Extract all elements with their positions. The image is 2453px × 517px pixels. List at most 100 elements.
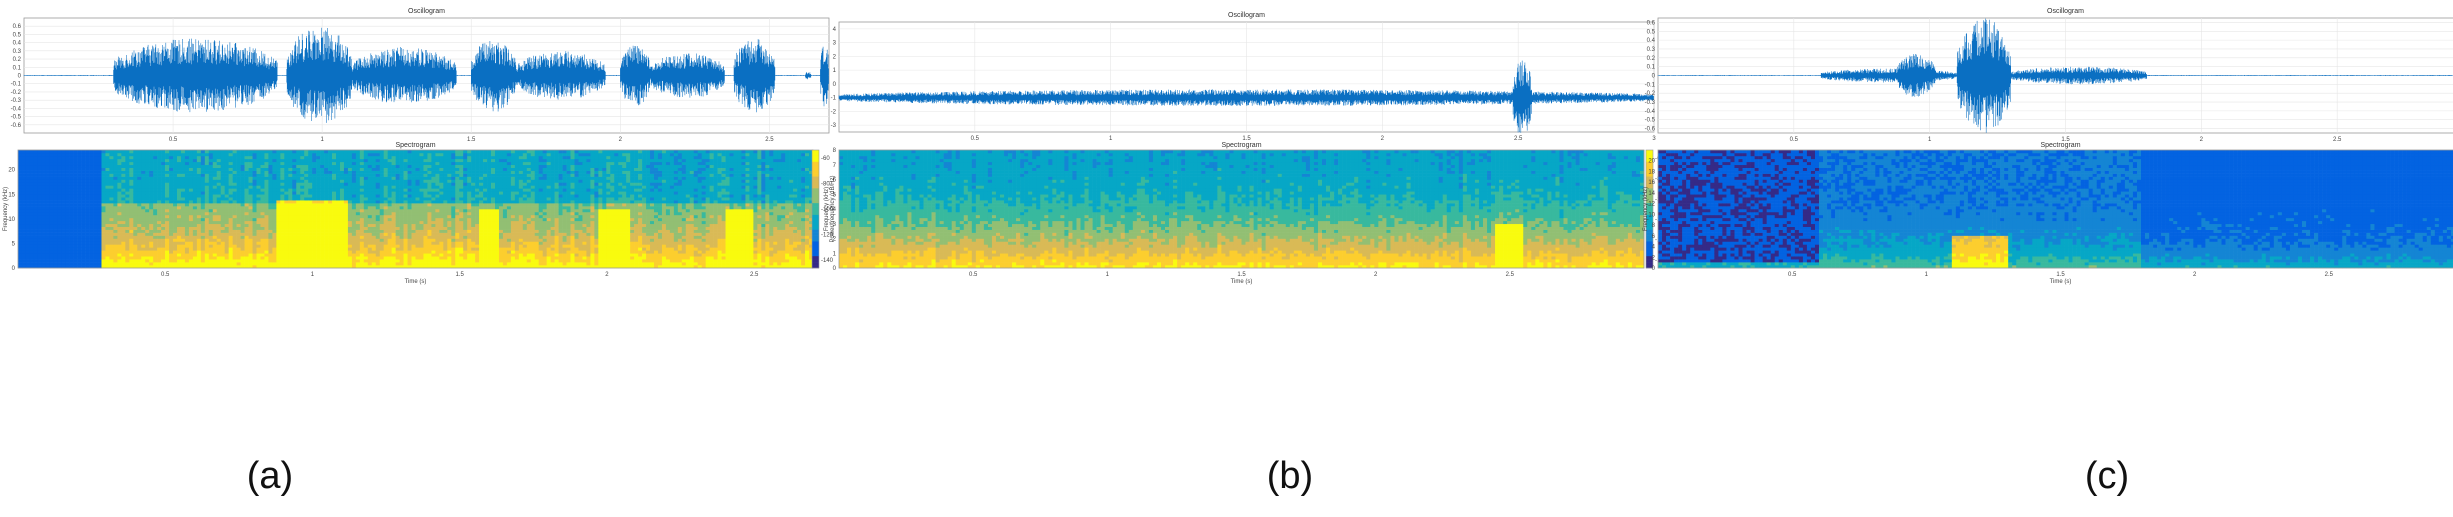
osc-y-tick: 0.4 — [13, 41, 22, 47]
spec-cell — [495, 217, 500, 222]
spec-cell — [339, 185, 345, 189]
spec-cell — [41, 253, 47, 257]
spec-cell — [447, 247, 452, 251]
spec-cell — [208, 220, 214, 225]
spec-cell — [37, 150, 43, 154]
spec-cell — [109, 211, 114, 216]
spec-cell — [37, 217, 43, 222]
spec-cell — [312, 259, 317, 263]
spec-cell — [475, 241, 480, 245]
spec-cell — [316, 265, 321, 269]
spec-cell — [292, 194, 297, 198]
spec-cell — [57, 211, 63, 216]
spec-cell — [355, 247, 361, 251]
spec-cell — [308, 200, 313, 204]
spec-cell — [65, 265, 70, 269]
spec-cell — [101, 250, 106, 254]
spec-cell — [403, 152, 408, 157]
spec-cell — [336, 200, 341, 204]
spec-cell — [133, 152, 138, 157]
spec-cell — [268, 244, 273, 248]
spec-cell — [463, 229, 468, 233]
spec-cell — [391, 211, 396, 216]
spec-cell — [276, 182, 281, 186]
spec-cell — [459, 161, 464, 166]
spec-cell — [471, 253, 476, 257]
spec-cell — [69, 262, 74, 266]
spec-cell — [375, 247, 381, 251]
spec-cell — [343, 150, 349, 154]
spec-cell — [498, 150, 504, 154]
spec-cell — [184, 262, 190, 266]
spec-cell — [33, 229, 39, 233]
spec-cell — [399, 226, 404, 230]
spec-cell — [320, 150, 325, 154]
spec-cell — [37, 229, 43, 233]
spec-cell — [399, 250, 404, 254]
spec-cell — [459, 176, 464, 180]
spec-cell — [383, 158, 388, 163]
spec-cell — [117, 200, 122, 204]
spec-cell — [109, 226, 114, 230]
spec-cell — [491, 262, 496, 266]
spec-cell — [260, 229, 265, 233]
spec-cell — [320, 211, 325, 216]
spec-cell — [351, 164, 357, 168]
spec-cell — [240, 167, 245, 171]
spec-cell — [391, 244, 396, 248]
spec-cell — [292, 176, 297, 180]
spec-cell — [502, 250, 508, 254]
spec-cell — [411, 203, 416, 207]
spec-cell — [351, 182, 357, 186]
spec-cell — [387, 173, 392, 177]
spec-cell — [49, 217, 55, 222]
spec-cell — [427, 185, 432, 189]
spec-cell — [236, 150, 241, 154]
spec-cell — [375, 209, 381, 213]
spec-cell — [332, 170, 337, 174]
spec-cell — [375, 241, 381, 245]
spec-cell — [328, 191, 333, 195]
spec-cell — [288, 259, 293, 263]
spec-cell — [316, 259, 321, 263]
spec-cell — [61, 247, 67, 251]
spec-cell — [212, 241, 218, 245]
spec-cell — [479, 229, 484, 233]
spec-cell — [145, 158, 150, 163]
spec-cell — [177, 161, 182, 166]
spec-cell — [502, 226, 508, 230]
spec-cell — [435, 173, 440, 177]
spec-cell — [113, 179, 118, 183]
spec-cell — [228, 191, 233, 195]
spec-cell — [252, 229, 257, 233]
spec-cell — [177, 235, 182, 239]
spec-cell — [133, 232, 138, 236]
spec-cell — [336, 250, 341, 254]
spec-cell — [320, 167, 325, 171]
spec-cell — [21, 150, 27, 154]
spec-cell — [149, 197, 154, 201]
spec-cell — [268, 256, 273, 260]
spec-cell — [447, 155, 452, 160]
spec-cell — [33, 223, 39, 227]
spec-cell — [459, 200, 464, 204]
spec-cell — [149, 262, 154, 266]
spec-cell — [93, 265, 98, 269]
spec-cell — [443, 220, 448, 225]
spec-cell — [224, 191, 229, 195]
spec-cell — [439, 238, 444, 242]
spec-cell — [328, 152, 333, 157]
spec-cell — [204, 197, 210, 201]
spec-cell — [192, 247, 198, 251]
spec-cell — [506, 164, 512, 168]
spec-cell — [121, 194, 126, 198]
spec-cell — [173, 250, 178, 254]
spec-cell — [371, 217, 377, 222]
spec-cell — [129, 229, 134, 233]
spec-cell — [347, 182, 353, 186]
spec-cell — [443, 241, 448, 245]
spec-cell — [248, 203, 253, 207]
spec-cell — [177, 250, 182, 254]
spec-cell — [18, 173, 23, 177]
spec-cell — [184, 223, 190, 227]
